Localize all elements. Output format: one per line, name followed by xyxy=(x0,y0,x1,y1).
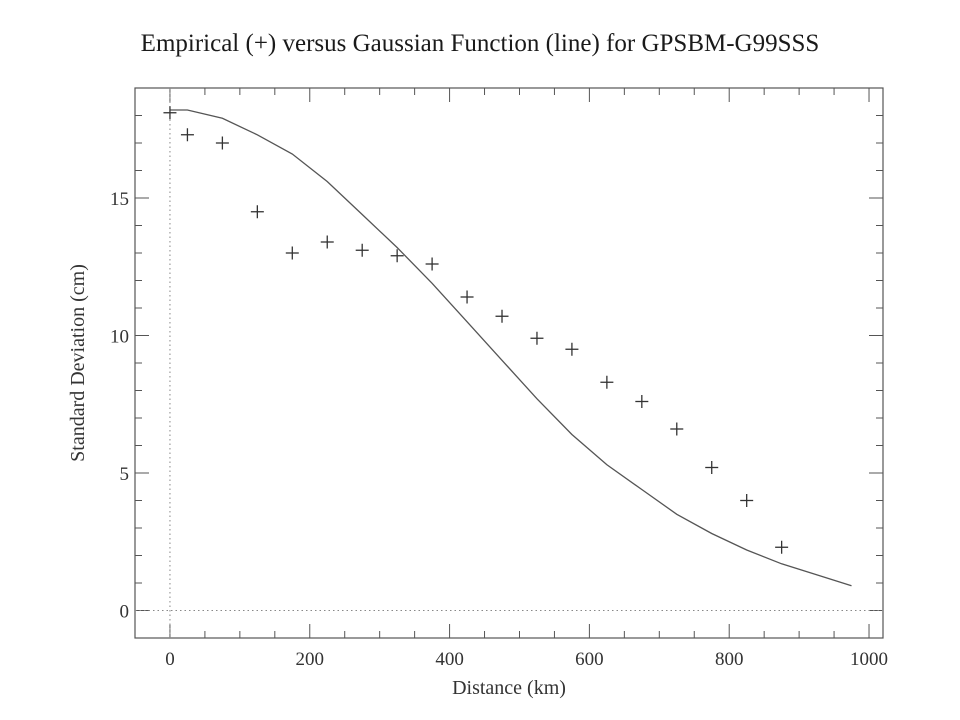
x-tick-label: 1000 xyxy=(850,649,888,670)
empirical-point xyxy=(705,461,719,474)
empirical-point xyxy=(285,246,299,260)
empirical-point xyxy=(775,540,789,554)
empirical-point xyxy=(460,290,474,304)
axis-labels-layer: 0 200 400 600 800 1000 0 5 10 15 Distance (km) Stan… xyxy=(67,189,888,699)
gaussian-curve-layer xyxy=(170,109,852,587)
x-tick-label: 400 xyxy=(435,649,464,670)
empirical-point xyxy=(180,128,194,142)
x-tick-label: 0 xyxy=(165,649,175,670)
empirical-point xyxy=(250,205,264,219)
y-tick-label: 15 xyxy=(110,189,129,210)
empirical-point xyxy=(740,494,754,507)
empirical-point xyxy=(670,422,684,436)
empirical-point xyxy=(215,136,229,150)
plot-frame xyxy=(134,87,884,639)
x-axis-title: Distance (km) xyxy=(452,677,566,699)
empirical-point xyxy=(635,395,649,408)
x-tick-label: 800 xyxy=(715,649,744,670)
empirical-point xyxy=(425,257,439,271)
y-tick-label: 10 xyxy=(110,327,129,348)
x-tick-label: 200 xyxy=(296,649,325,670)
chart-title: Empirical (+) versus Gaussian Function (… xyxy=(140,30,820,57)
empirical-point xyxy=(320,235,334,249)
empirical-point xyxy=(600,375,614,389)
empirical-point xyxy=(163,106,177,120)
empirical-point xyxy=(565,342,579,356)
y-tick-label: 5 xyxy=(120,464,130,485)
empirical-point xyxy=(355,243,369,257)
empirical-point xyxy=(530,331,544,345)
reference-lines xyxy=(135,88,883,638)
empirical-markers-layer xyxy=(163,106,789,554)
axes-layer xyxy=(134,87,884,639)
x-tick-label: 600 xyxy=(575,649,604,670)
empirical-point xyxy=(390,249,404,263)
y-axis-title: Standard Deviation (cm) xyxy=(67,264,89,462)
empirical-point xyxy=(495,309,509,323)
y-tick-label: 0 xyxy=(120,602,130,623)
gaussian-function-line xyxy=(170,109,852,587)
